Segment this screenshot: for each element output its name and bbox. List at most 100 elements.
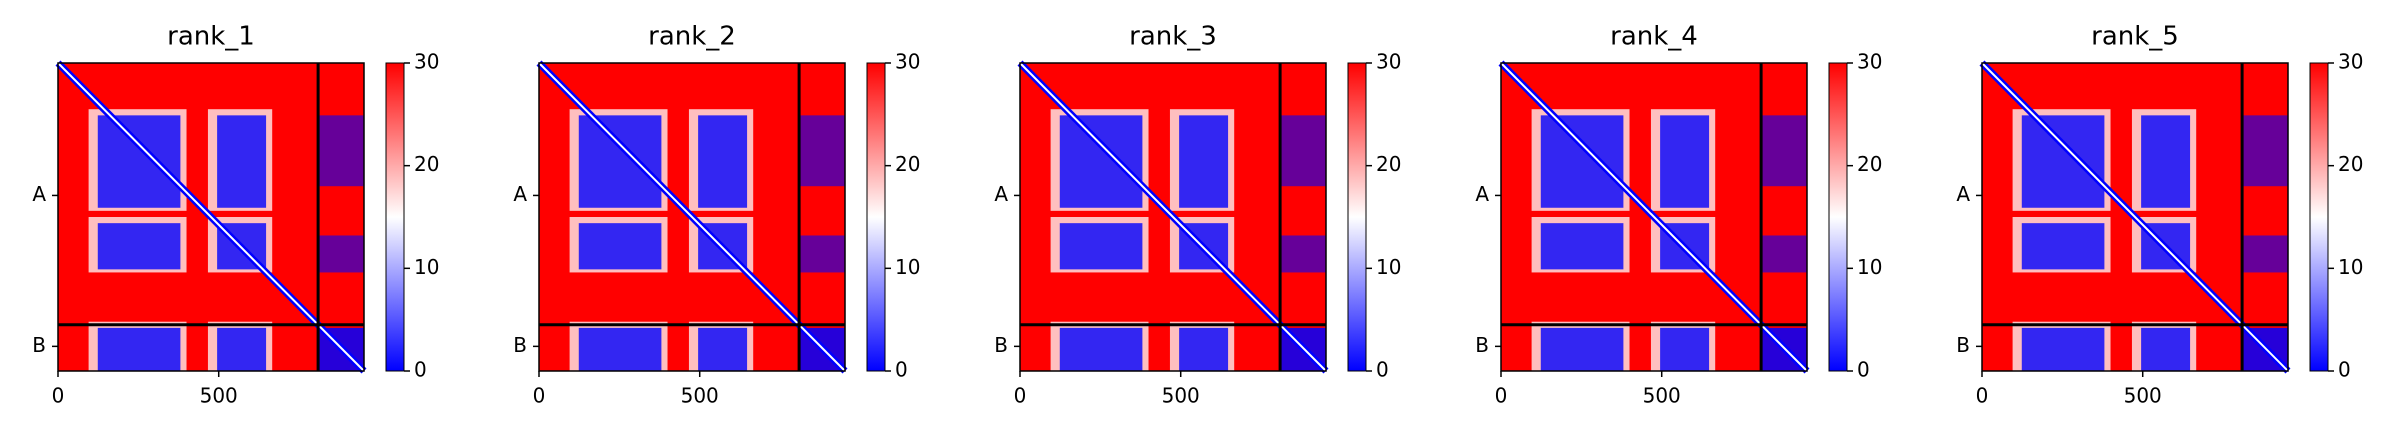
y-tick-label: A [1475,182,1489,206]
chart-title: rank_3 [1129,22,1217,52]
heatmap-block [1540,115,1624,208]
y-tick-label: B [1956,333,1970,357]
colorbar [1828,62,1848,372]
x-tick-label: 500 [2124,384,2162,408]
colorbar-tick-label: 20 [1376,152,1401,176]
colorbar-tick-label: 0 [414,358,427,382]
heatmap-block [2021,327,2105,371]
colorbar-tick-label: 10 [1857,255,1882,279]
chart-title: rank_2 [648,22,736,52]
heatmap-block [799,115,845,187]
colorbar-tick-label: 30 [1376,50,1401,74]
x-tick-label: 0 [52,384,65,408]
heatmap-block [1280,115,1326,187]
chart-title: rank_1 [167,22,255,52]
heatmap-block [1660,115,1710,208]
y-tick-label: A [513,182,527,206]
axes-frame [1500,62,1808,372]
heatmap-block [698,115,748,208]
diagonal [1500,62,1808,372]
colorbar-tick-label: 30 [895,50,920,74]
heatmap-block [217,115,267,208]
x-tick-label: 500 [681,384,719,408]
axes-frame [538,62,846,372]
heatmap-block [1059,327,1143,371]
diagonal [1019,62,1327,372]
axes-frame [57,62,365,372]
diagonal [1981,62,2289,372]
colorbar [2309,62,2329,372]
heatmap-block [2242,115,2288,187]
heatmap-block [1179,115,1229,208]
colorbar-tick-label: 20 [1857,152,1882,176]
y-tick-label: A [32,182,46,206]
y-tick-label: B [994,333,1008,357]
x-tick-label: 500 [1162,384,1200,408]
x-tick-label: 500 [200,384,238,408]
heatmap-block [1660,327,1710,371]
heatmap-block [578,115,662,208]
heatmap-block [578,223,662,270]
heatmap-block [97,223,181,270]
colorbar-tick-label: 0 [895,358,908,382]
y-tick-label: A [1956,182,1970,206]
heatmap-block [1540,327,1624,371]
colorbar-tick-label: 20 [2338,152,2363,176]
x-tick-label: 0 [1976,384,1989,408]
heatmap-block [1280,235,1326,273]
x-tick-label: 0 [533,384,546,408]
y-tick-label: B [513,333,527,357]
heatmap-block [1540,223,1624,270]
heatmap-block [698,327,748,371]
diagonal [57,62,365,372]
axes-frame [1981,62,2289,372]
chart-title: rank_4 [1610,22,1698,52]
heatmap-block [1059,223,1143,270]
colorbar-tick-label: 30 [414,50,439,74]
heatmap-block [2242,235,2288,273]
heatmap [55,60,367,375]
colorbar-tick-label: 30 [2338,50,2363,74]
colorbar [385,62,405,372]
heatmap-block [318,235,364,273]
colorbar-tick-label: 30 [1857,50,1882,74]
heatmap-block [2141,115,2191,208]
heatmap-block [217,327,267,371]
heatmap-block [1761,235,1807,273]
diagonal [538,62,846,372]
heatmap-block [97,115,181,208]
heatmap-block [1761,115,1807,187]
colorbar-tick-label: 20 [895,152,920,176]
colorbar-tick-label: 10 [414,255,439,279]
heatmap [536,60,848,375]
x-tick-label: 500 [1643,384,1681,408]
y-tick-label: A [994,182,1008,206]
colorbar-tick-label: 10 [1376,255,1401,279]
colorbar-tick-label: 0 [1376,358,1389,382]
x-tick-label: 0 [1495,384,1508,408]
chart-title: rank_5 [2091,22,2179,52]
colorbar-tick-label: 10 [895,255,920,279]
colorbar-tick-label: 20 [414,152,439,176]
colorbar [1347,62,1367,372]
heatmap-block [2021,115,2105,208]
colorbar [866,62,886,372]
y-tick-label: B [32,333,46,357]
colorbar-tick-label: 10 [2338,255,2363,279]
colorbar-tick-label: 0 [2338,358,2351,382]
heatmap-block [97,327,181,371]
colorbar-tick-label: 0 [1857,358,1870,382]
heatmap [1017,60,1329,375]
heatmap-block [2141,327,2191,371]
x-tick-label: 0 [1014,384,1027,408]
heatmap-block [2021,223,2105,270]
heatmap [1979,60,2291,375]
heatmap [1498,60,1810,375]
heatmap-block [578,327,662,371]
axes-frame [1019,62,1327,372]
heatmap-block [799,235,845,273]
heatmap-block [1059,115,1143,208]
heatmap-block [318,115,364,187]
y-tick-label: B [1475,333,1489,357]
